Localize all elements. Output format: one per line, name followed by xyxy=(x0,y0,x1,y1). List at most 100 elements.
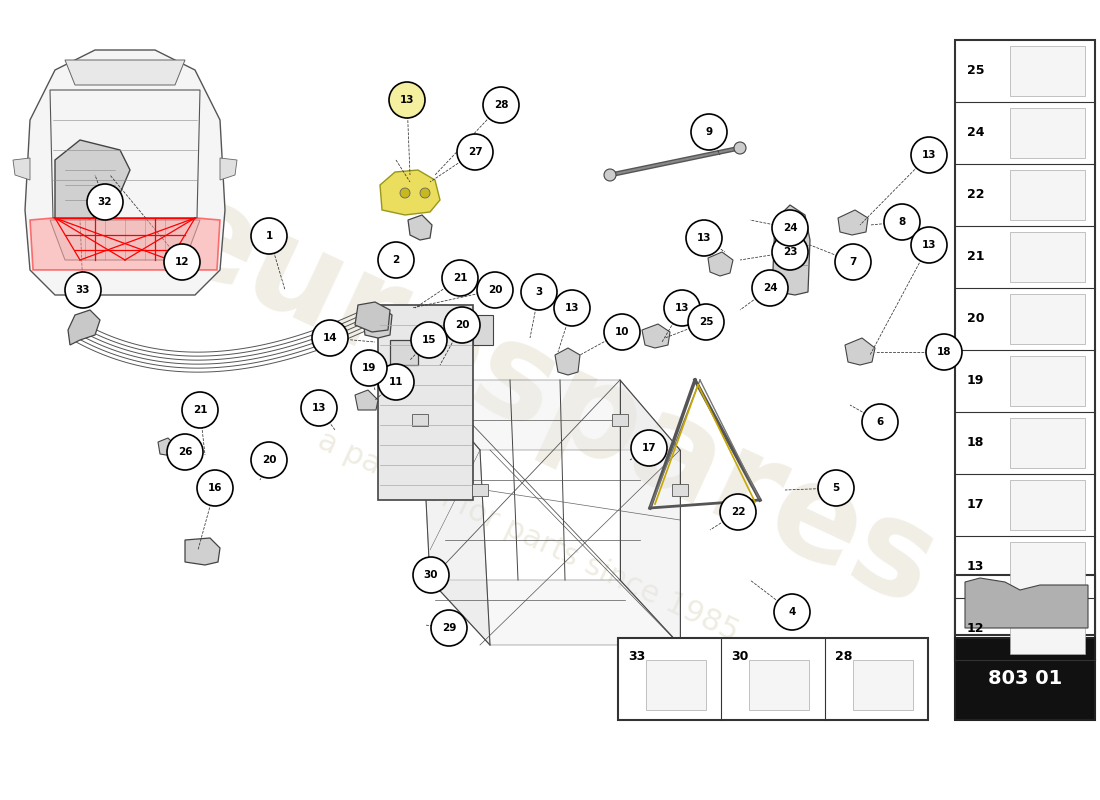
Text: 803 01: 803 01 xyxy=(988,670,1063,689)
Circle shape xyxy=(444,307,480,343)
Text: 15: 15 xyxy=(421,335,437,345)
Text: 19: 19 xyxy=(967,374,984,387)
Text: 12: 12 xyxy=(175,257,189,267)
Circle shape xyxy=(87,184,123,220)
Circle shape xyxy=(251,218,287,254)
Circle shape xyxy=(483,87,519,123)
Polygon shape xyxy=(408,215,432,240)
Polygon shape xyxy=(773,205,810,295)
Circle shape xyxy=(477,272,513,308)
Circle shape xyxy=(631,430,667,466)
Circle shape xyxy=(691,114,727,150)
Text: 13: 13 xyxy=(922,150,936,160)
Text: 21: 21 xyxy=(453,273,468,283)
Text: 22: 22 xyxy=(967,189,984,202)
FancyBboxPatch shape xyxy=(672,484,688,496)
Text: 13: 13 xyxy=(967,561,984,574)
FancyBboxPatch shape xyxy=(618,638,928,720)
Text: 21: 21 xyxy=(192,405,207,415)
Text: 18: 18 xyxy=(967,437,984,450)
Circle shape xyxy=(752,270,788,306)
Circle shape xyxy=(835,244,871,280)
Text: 1: 1 xyxy=(265,231,273,241)
Text: 28: 28 xyxy=(835,650,852,663)
Circle shape xyxy=(554,290,590,326)
FancyBboxPatch shape xyxy=(472,484,488,496)
Circle shape xyxy=(686,220,722,256)
Text: eurospares: eurospares xyxy=(145,166,955,634)
Circle shape xyxy=(164,244,200,280)
Text: 18: 18 xyxy=(937,347,952,357)
Text: 27: 27 xyxy=(468,147,482,157)
Text: 5: 5 xyxy=(833,483,839,493)
Text: 19: 19 xyxy=(362,363,376,373)
Text: 33: 33 xyxy=(628,650,646,663)
Text: 26: 26 xyxy=(178,447,192,457)
Circle shape xyxy=(301,390,337,426)
Text: 17: 17 xyxy=(641,443,657,453)
Circle shape xyxy=(389,82,425,118)
Text: 11: 11 xyxy=(388,377,404,387)
FancyBboxPatch shape xyxy=(955,575,1094,635)
FancyBboxPatch shape xyxy=(749,660,810,710)
Circle shape xyxy=(412,557,449,593)
Circle shape xyxy=(182,392,218,428)
Text: 2: 2 xyxy=(393,255,399,265)
Text: 10: 10 xyxy=(615,327,629,337)
Circle shape xyxy=(197,470,233,506)
Polygon shape xyxy=(620,380,680,645)
FancyBboxPatch shape xyxy=(390,340,418,365)
Circle shape xyxy=(411,322,447,358)
Polygon shape xyxy=(838,210,868,235)
Polygon shape xyxy=(708,252,733,276)
Polygon shape xyxy=(65,60,185,85)
Polygon shape xyxy=(185,538,220,565)
Polygon shape xyxy=(50,220,200,260)
FancyBboxPatch shape xyxy=(1010,542,1085,592)
Circle shape xyxy=(431,610,467,646)
Text: 13: 13 xyxy=(696,233,712,243)
FancyBboxPatch shape xyxy=(1010,232,1085,282)
Text: 17: 17 xyxy=(967,498,984,511)
Circle shape xyxy=(65,272,101,308)
FancyBboxPatch shape xyxy=(1010,418,1085,468)
Text: 29: 29 xyxy=(442,623,456,633)
Text: 13: 13 xyxy=(674,303,690,313)
Circle shape xyxy=(351,350,387,386)
Circle shape xyxy=(772,234,808,270)
Text: 24: 24 xyxy=(783,223,798,233)
Text: 32: 32 xyxy=(98,197,112,207)
Circle shape xyxy=(926,334,962,370)
FancyBboxPatch shape xyxy=(955,638,1094,720)
FancyBboxPatch shape xyxy=(1010,170,1085,220)
Text: 20: 20 xyxy=(262,455,276,465)
Text: 9: 9 xyxy=(705,127,713,137)
Polygon shape xyxy=(845,338,875,365)
Text: 28: 28 xyxy=(494,100,508,110)
Text: 24: 24 xyxy=(762,283,778,293)
Text: 24: 24 xyxy=(967,126,984,139)
Circle shape xyxy=(604,169,616,181)
Text: 23: 23 xyxy=(783,247,798,257)
FancyBboxPatch shape xyxy=(1010,356,1085,406)
Polygon shape xyxy=(158,438,175,456)
Text: 20: 20 xyxy=(454,320,470,330)
Circle shape xyxy=(664,290,700,326)
Text: 6: 6 xyxy=(877,417,883,427)
Circle shape xyxy=(456,134,493,170)
FancyBboxPatch shape xyxy=(378,305,473,500)
Polygon shape xyxy=(362,305,392,338)
FancyBboxPatch shape xyxy=(1010,480,1085,530)
Text: 3: 3 xyxy=(536,287,542,297)
Text: 30: 30 xyxy=(424,570,438,580)
FancyBboxPatch shape xyxy=(1010,46,1085,96)
FancyBboxPatch shape xyxy=(473,315,493,345)
Circle shape xyxy=(167,434,204,470)
Circle shape xyxy=(734,142,746,154)
Circle shape xyxy=(862,404,898,440)
Text: 13: 13 xyxy=(922,240,936,250)
Circle shape xyxy=(400,188,410,198)
Text: a passion for parts since 1985: a passion for parts since 1985 xyxy=(312,426,744,646)
Circle shape xyxy=(688,304,724,340)
Text: 13: 13 xyxy=(564,303,580,313)
